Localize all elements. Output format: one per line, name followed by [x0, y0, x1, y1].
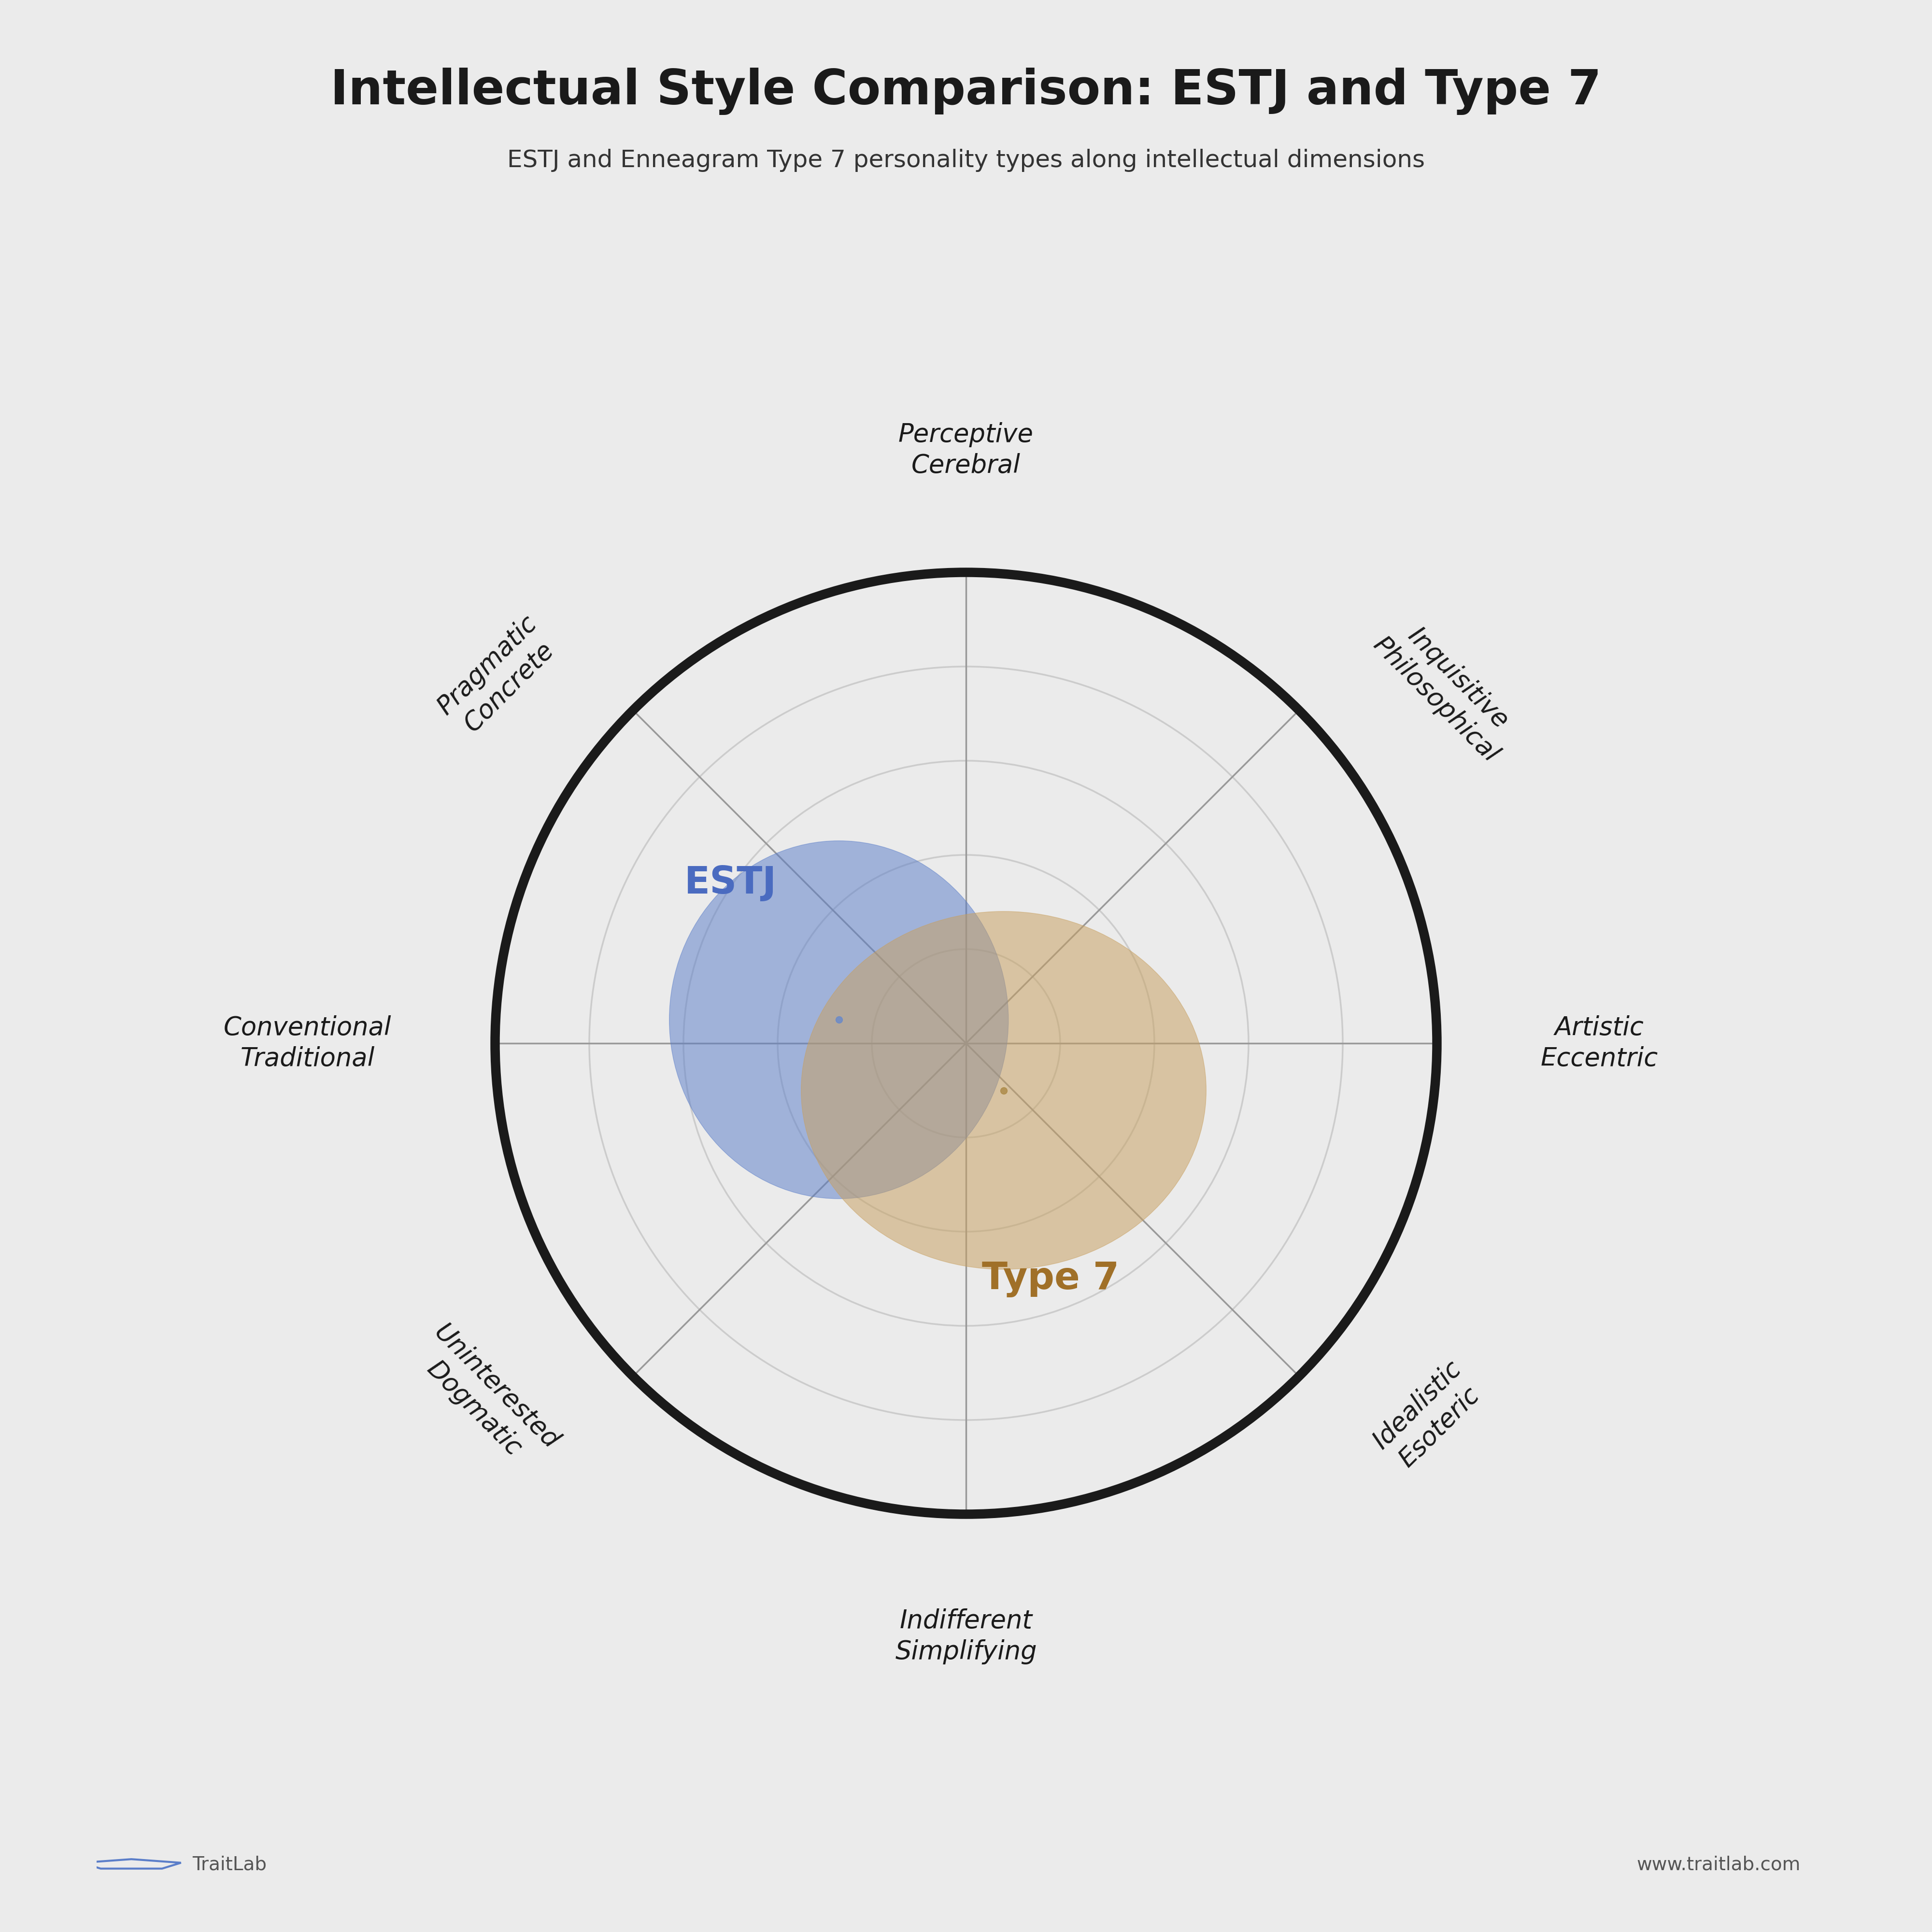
Text: Artistic
Eccentric: Artistic Eccentric	[1540, 1014, 1658, 1072]
Text: Uninterested
Dogmatic: Uninterested Dogmatic	[408, 1320, 564, 1476]
Text: Indifferent
Simplifying: Indifferent Simplifying	[895, 1607, 1037, 1665]
Text: Pragmatic
Concrete: Pragmatic Concrete	[433, 611, 564, 742]
Text: ESTJ and Enneagram Type 7 personality types along intellectual dimensions: ESTJ and Enneagram Type 7 personality ty…	[506, 149, 1426, 172]
Text: ESTJ: ESTJ	[684, 866, 777, 902]
Text: Perceptive
Cerebral: Perceptive Cerebral	[898, 421, 1034, 477]
Text: Inquisitive
Philosophical: Inquisitive Philosophical	[1368, 611, 1526, 767]
Text: Intellectual Style Comparison: ESTJ and Type 7: Intellectual Style Comparison: ESTJ and …	[330, 68, 1602, 116]
Text: www.traitlab.com: www.traitlab.com	[1636, 1855, 1801, 1874]
Ellipse shape	[802, 912, 1206, 1269]
Text: Idealistic
Esoteric: Idealistic Esoteric	[1368, 1356, 1488, 1476]
Text: Type 7: Type 7	[981, 1260, 1119, 1296]
Text: TraitLab: TraitLab	[193, 1855, 267, 1874]
Ellipse shape	[668, 840, 1009, 1198]
Text: Conventional
Traditional: Conventional Traditional	[224, 1014, 392, 1072]
